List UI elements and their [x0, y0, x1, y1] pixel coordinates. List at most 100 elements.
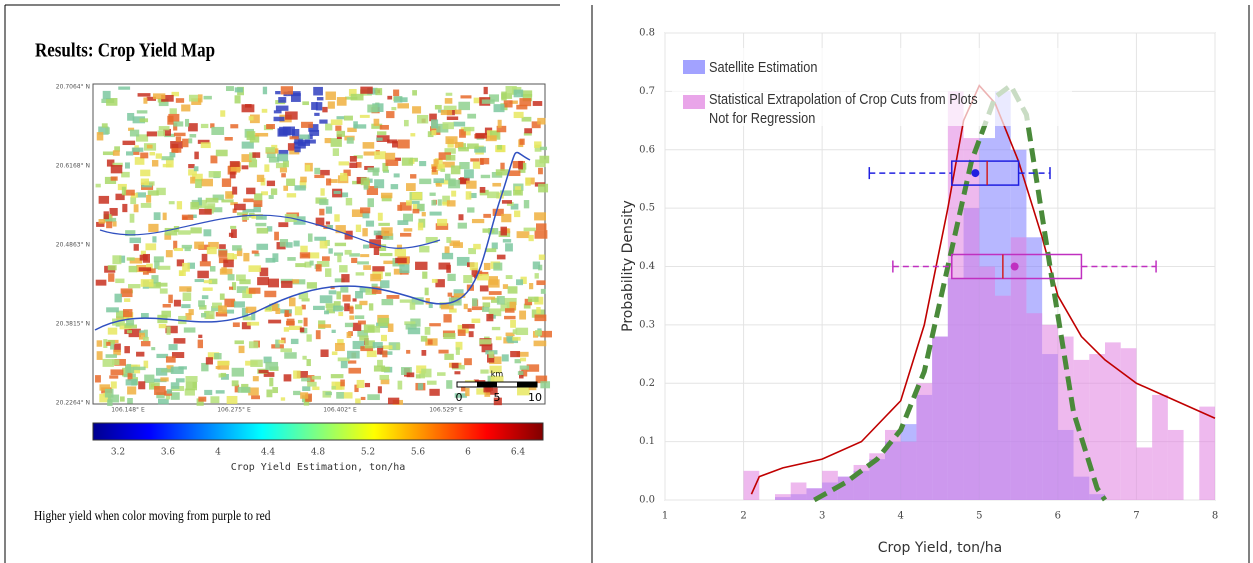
map-pixel — [121, 171, 130, 178]
map-pixel — [328, 290, 337, 295]
map-pixel — [236, 248, 243, 257]
map-pixel — [166, 389, 172, 394]
map-pixel — [489, 130, 501, 140]
map-pixel — [435, 181, 442, 187]
map-pixel — [203, 95, 212, 100]
map-pixel — [457, 222, 467, 229]
map-pixel — [536, 307, 541, 314]
map-pixel — [495, 336, 502, 341]
map-pixel — [514, 210, 521, 218]
map-pixel — [307, 381, 317, 387]
map-pixel — [386, 295, 400, 299]
map-pixel — [191, 98, 202, 105]
map-pixel — [419, 245, 430, 253]
map-pixel — [516, 279, 523, 286]
map-pixel — [165, 356, 176, 363]
map-pixel — [133, 244, 139, 251]
map-pixel — [275, 162, 287, 169]
map-pixel — [381, 298, 394, 306]
map-pixel — [374, 179, 385, 189]
map-pixel — [356, 162, 362, 168]
map-pixel — [539, 146, 548, 151]
map-pixel — [410, 318, 421, 327]
scale-bar — [477, 382, 497, 387]
slide-title: Results: Crop Yield Map — [35, 39, 215, 62]
map-pixel — [412, 90, 418, 96]
map-pixel — [344, 303, 350, 312]
map-pixel — [348, 88, 357, 97]
map-pixel — [318, 324, 332, 328]
map-pixel — [506, 202, 514, 206]
map-pixel — [221, 199, 234, 203]
map-pixel — [133, 204, 139, 213]
y-tick-label: 0.2 — [639, 378, 655, 389]
map-pixel — [190, 227, 202, 234]
map-pixel — [493, 104, 505, 113]
colorbar-tick-label: 6 — [465, 448, 471, 458]
y-tick-label: 0.4 — [639, 261, 655, 272]
map-pixel — [387, 397, 400, 405]
map-pixel — [510, 203, 519, 210]
map-pixel — [96, 351, 103, 360]
map-pixel — [345, 197, 353, 206]
map-pixel — [379, 252, 393, 257]
histogram-bar — [1199, 406, 1215, 500]
map-pixel — [412, 106, 422, 114]
map-pixel — [305, 164, 311, 172]
map-pixel — [425, 298, 430, 305]
map-pixel — [383, 260, 397, 265]
map-pixel — [516, 351, 529, 357]
map-pixel — [107, 327, 118, 335]
map-pixel — [242, 290, 253, 299]
map-pixel — [181, 244, 193, 249]
map-pixel — [429, 113, 437, 122]
map-pixel — [487, 191, 500, 199]
map-pixel — [535, 159, 546, 168]
map-pixel — [436, 123, 449, 133]
map-pixel — [293, 370, 301, 379]
map-pixel — [405, 323, 417, 330]
map-pixel — [185, 376, 198, 382]
map-pixel — [393, 173, 400, 178]
histogram-bar — [916, 383, 933, 500]
map-pixel — [252, 152, 261, 158]
map-pixel — [170, 392, 180, 400]
histogram-bar — [775, 494, 791, 500]
map-pixel — [301, 121, 313, 128]
map-pixel — [161, 156, 174, 161]
map-pixel — [473, 243, 481, 250]
map-pixel — [325, 268, 332, 277]
map-pixel — [315, 217, 325, 226]
map-pixel — [454, 393, 467, 398]
map-pixel — [454, 109, 462, 115]
map-pixel — [305, 393, 313, 402]
map-pixel — [149, 382, 160, 390]
y-tick-label: 0.1 — [639, 436, 655, 447]
map-pixel — [197, 339, 204, 349]
map-pixel — [454, 371, 461, 375]
map-pixel — [211, 126, 225, 135]
map-pixel — [304, 139, 316, 144]
map-pixel — [519, 365, 530, 370]
map-pixel — [182, 138, 189, 148]
map-pixel — [140, 202, 152, 208]
map-pixel — [462, 323, 475, 329]
map-pixel — [359, 114, 370, 118]
map-pixel — [226, 395, 238, 404]
map-pixel — [138, 381, 146, 390]
map-pixel — [500, 190, 512, 196]
map-pixel — [534, 144, 542, 152]
map-pixel — [525, 177, 531, 186]
map-pixel — [280, 397, 286, 401]
map-pixel — [271, 303, 278, 312]
map-pixel — [505, 332, 515, 337]
map-pixel — [493, 397, 502, 406]
map-pixel — [110, 343, 115, 350]
x-tick-label: 1 — [662, 511, 668, 522]
map-pixel — [96, 132, 104, 141]
map-pixel — [395, 257, 407, 264]
map-pixel — [185, 381, 198, 391]
map-pixel — [295, 263, 306, 268]
map-pixel — [325, 391, 332, 396]
map-pixel — [278, 222, 289, 228]
